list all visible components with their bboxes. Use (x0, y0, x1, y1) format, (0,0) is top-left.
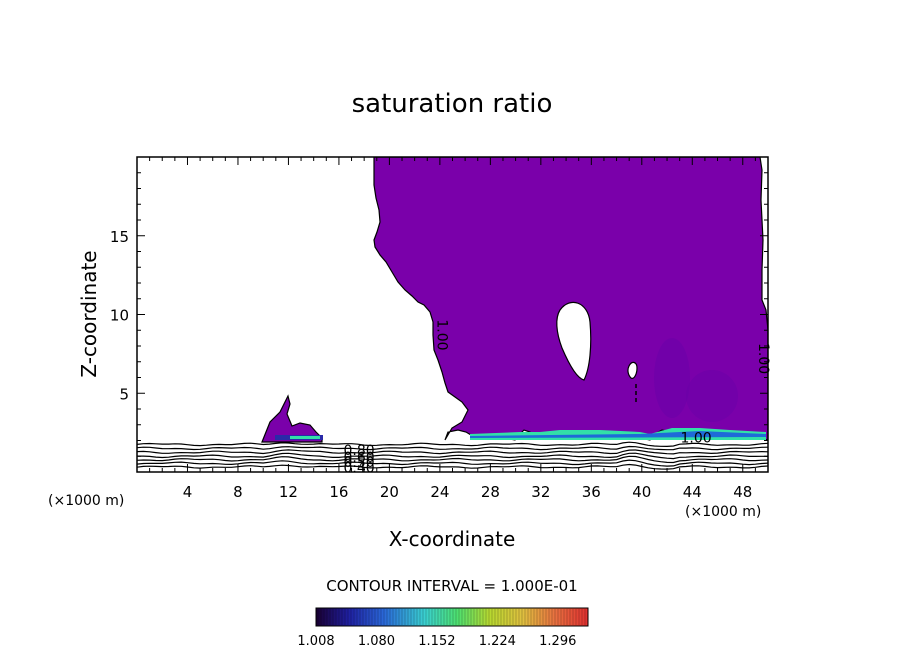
subsaturated-contours (137, 441, 768, 470)
contour-line (137, 449, 768, 455)
contour-label: 0.40 (344, 460, 375, 476)
x-tick-label: 24 (430, 483, 449, 501)
contour-line (137, 463, 768, 470)
x-tick-label: 44 (683, 483, 702, 501)
colorbar-tick-label: 1.296 (539, 634, 576, 649)
contour-label: 1.00 (755, 343, 771, 374)
colorbar-tick-label: 1.008 (297, 634, 334, 649)
x-tick-label: 48 (733, 483, 752, 501)
plot-area (137, 157, 768, 470)
x-tick-label: 4 (183, 483, 193, 501)
x-tick-label: 20 (380, 483, 399, 501)
x-tick-label: 32 (531, 483, 550, 501)
contour-line (137, 459, 768, 467)
x-tick-label: 40 (632, 483, 651, 501)
y-axis-label: Z-coordinate (77, 250, 101, 377)
x-tick-label: 28 (481, 483, 500, 501)
colorbar (315, 607, 589, 627)
colorbar-tick-label: 1.152 (418, 634, 455, 649)
contour-line (137, 445, 768, 451)
contour-line (137, 455, 768, 464)
y-tick-label: 10 (110, 307, 129, 325)
colorbar-tick-label: 1.080 (358, 634, 395, 649)
y-tick-label: 15 (110, 228, 129, 246)
x-tick-label: 36 (582, 483, 601, 501)
contour-line (137, 441, 768, 448)
x-unit-right: (×1000 m) (685, 504, 761, 520)
colorbar-tick-label: 1.224 (479, 634, 516, 649)
contour-label: 0.50 (344, 455, 375, 471)
x-tick-label: 12 (279, 483, 298, 501)
contour-interval-text: CONTOUR INTERVAL = 1.000E-01 (326, 577, 577, 595)
x-unit-left: (×1000 m) (48, 493, 124, 509)
contour-label: 0.80 (344, 443, 375, 459)
x-tick-label: 8 (233, 483, 243, 501)
x-tick-label: 16 (329, 483, 348, 501)
contour-label: 0.60 (344, 450, 375, 466)
x-axis-label: X-coordinate (389, 527, 516, 551)
contour-label: 1.00 (433, 319, 449, 350)
contour-label: 1.00 (680, 430, 711, 446)
y-tick-label: 5 (119, 385, 129, 403)
contour-line (137, 452, 768, 460)
subsaturated-hole (556, 301, 592, 381)
small-hole (627, 361, 638, 379)
chart-title: saturation ratio (352, 89, 553, 119)
